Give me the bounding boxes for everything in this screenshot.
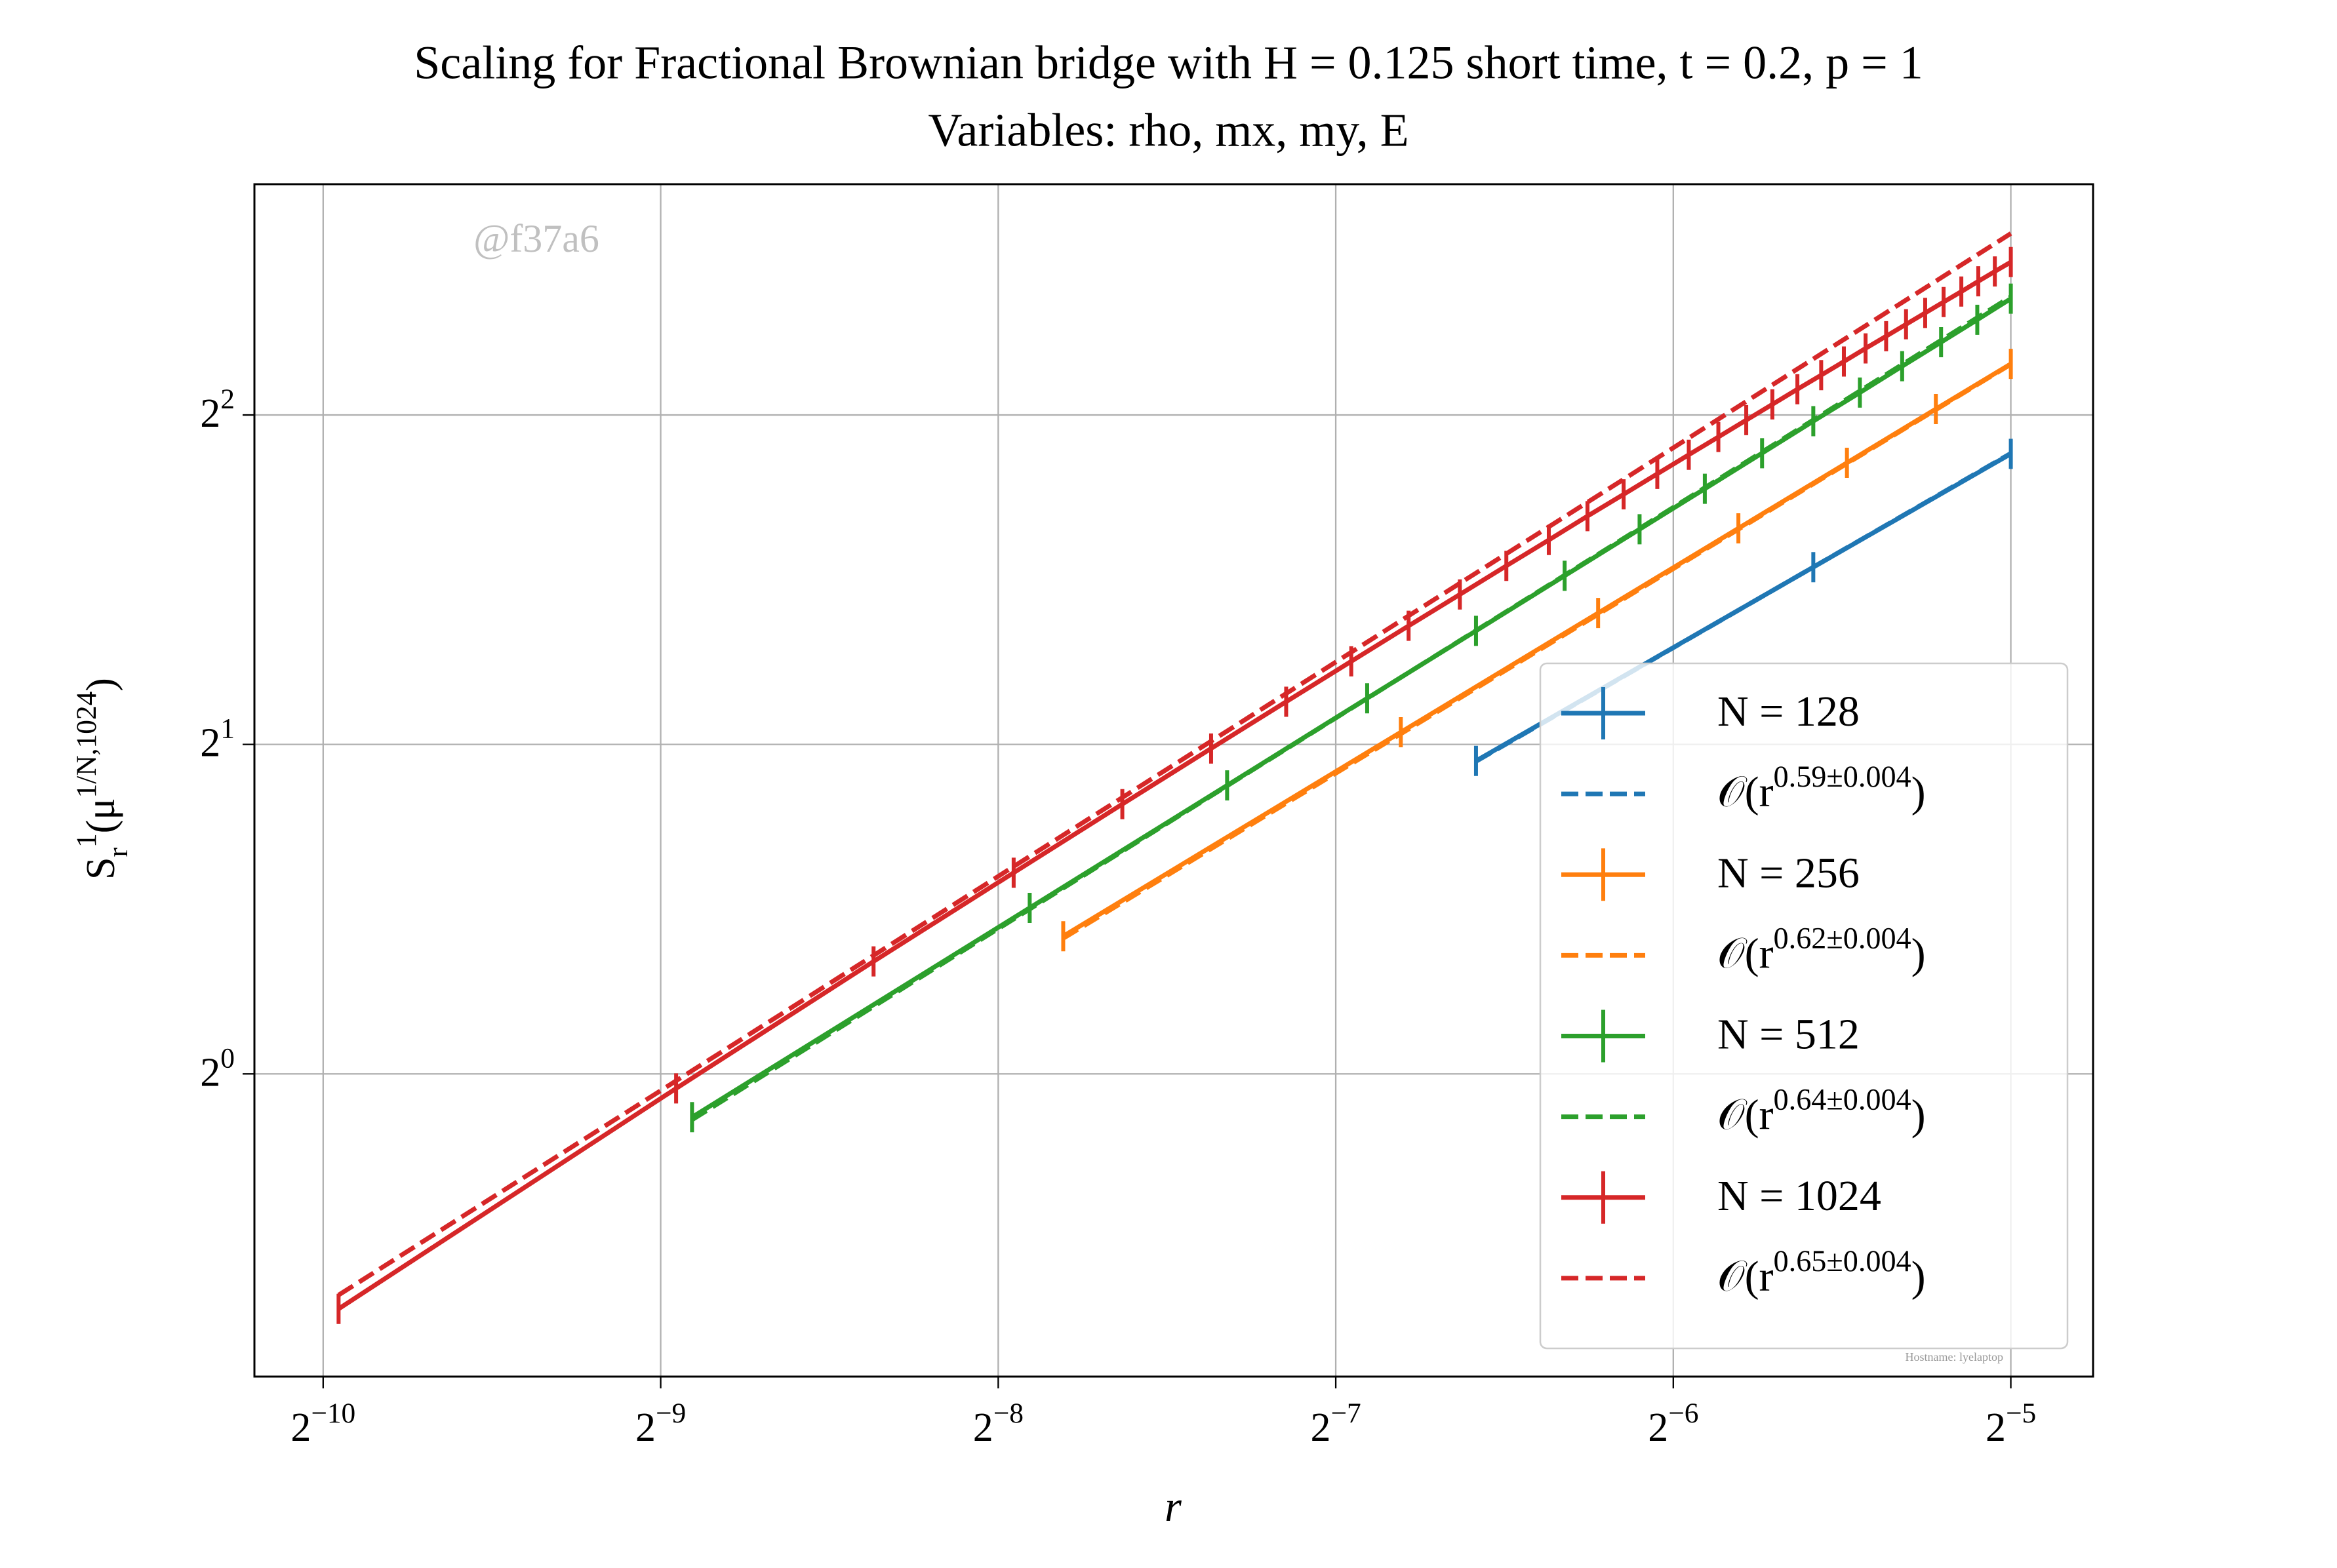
- fit-line: [337, 231, 2012, 1297]
- legend-label: N = 128: [1717, 688, 1860, 735]
- chart-subtitle: Variables: rho, mx, my, E: [928, 104, 1408, 157]
- y-tick-label: 22: [200, 383, 235, 436]
- x-tick-label: 2−9: [635, 1398, 686, 1450]
- y-axis-label: Sr1(μ1/N,1024): [71, 678, 134, 880]
- x-tick-label: 2−8: [973, 1398, 1024, 1450]
- x-tick-label: 2−6: [1648, 1398, 1698, 1450]
- watermark: @f37a6: [473, 217, 599, 260]
- legend-label: N = 512: [1717, 1011, 1860, 1059]
- legend-label: N = 1024: [1717, 1172, 1881, 1220]
- legend-label: 𝒪(r0.64±0.004): [1717, 1083, 1926, 1139]
- fit-line: [1062, 362, 2012, 941]
- legend-label: 𝒪(r0.59±0.004): [1717, 760, 1926, 816]
- legend-label: 𝒪(r0.62±0.004): [1717, 921, 1926, 977]
- x-tick-label: 2−5: [1986, 1398, 2036, 1450]
- y-tick-label: 20: [200, 1042, 235, 1095]
- y-tick-label: 21: [200, 713, 235, 766]
- fit-line: [690, 294, 2012, 1122]
- x-axis-label: r: [1165, 1483, 1182, 1531]
- legend-label: 𝒪(r0.65±0.004): [1717, 1244, 1926, 1301]
- x-tick-label: 2−7: [1310, 1398, 1361, 1450]
- footer-note: Hostname: lyelaptop: [1906, 1350, 2003, 1363]
- legend-label: N = 256: [1717, 849, 1860, 897]
- plot-frame: [253, 183, 2094, 1378]
- x-tick-label: 2−10: [290, 1398, 355, 1450]
- chart-title: Scaling for Fractional Brownian bridge w…: [414, 37, 1923, 89]
- legend-box: [1539, 662, 2069, 1350]
